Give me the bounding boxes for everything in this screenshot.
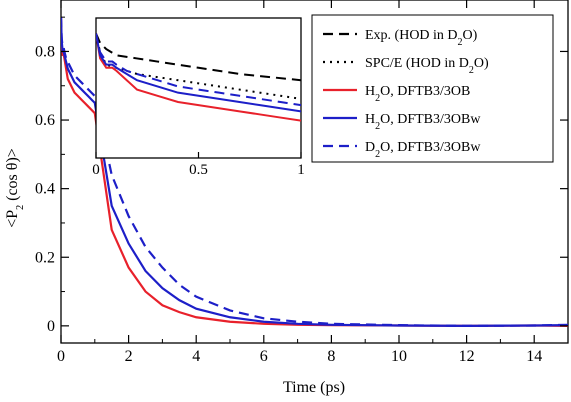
series-line-4 bbox=[61, 17, 568, 327]
inset-series-line-4 bbox=[96, 33, 301, 107]
legend-box bbox=[311, 14, 554, 163]
x-axis: 0 2 4 6 8 10 12 14 bbox=[57, 0, 542, 365]
inset-series-group bbox=[96, 33, 301, 122]
x-tick-label: 0 bbox=[57, 348, 65, 365]
legend-label-2: H2O, DFTB3/3OB bbox=[365, 84, 470, 104]
y-axis-title: <P2 (cos θ)> bbox=[4, 148, 26, 228]
y-tick-label: 0 bbox=[47, 318, 55, 335]
plot-frame bbox=[60, 0, 569, 344]
inset-x-axis: 0 0.5 1 bbox=[92, 152, 305, 178]
x-tick-label: 8 bbox=[327, 348, 335, 365]
inset-x-tick-label: 0.5 bbox=[189, 162, 208, 178]
inset-plot: 0 0.5 1 bbox=[92, 17, 305, 178]
y-tick-label: 0.2 bbox=[35, 249, 55, 266]
x-tick-label: 10 bbox=[391, 348, 407, 365]
inset-x-tick-label: 1 bbox=[297, 162, 305, 178]
y-tick-label: 0.6 bbox=[35, 112, 55, 129]
legend-label-0: Exp. (HOD in D2O) bbox=[365, 28, 478, 48]
legend-label-1: SPC/E (HOD in D2O) bbox=[365, 56, 489, 76]
inset-series-line-1 bbox=[96, 33, 301, 100]
x-axis-title: Time (ps) bbox=[283, 379, 345, 396]
legend-label-3: H2O, DFTB3/3OBw bbox=[365, 112, 481, 132]
legend: Exp. (HOD in D2O) SPC/E (HOD in D2O) H2O, … bbox=[311, 14, 554, 163]
x-tick-label: 12 bbox=[459, 348, 475, 365]
inset-series-line-2 bbox=[96, 33, 301, 122]
inset-x-tick-label: 0 bbox=[92, 162, 100, 178]
x-tick-label: 6 bbox=[260, 348, 268, 365]
x-tick-label: 4 bbox=[192, 348, 200, 365]
main-series-group bbox=[61, 17, 568, 327]
x-tick-label: 14 bbox=[526, 348, 542, 365]
series-line-3 bbox=[61, 17, 568, 327]
inset-frame bbox=[95, 17, 302, 159]
inset-series-line-0 bbox=[96, 33, 301, 82]
legend-label-4: D2O, DFTB3/3OBw bbox=[365, 140, 481, 160]
inset-series-line-3 bbox=[96, 33, 301, 113]
y-tick-label: 0.8 bbox=[35, 43, 55, 60]
y-tick-label: 0.4 bbox=[35, 181, 55, 198]
x-tick-label: 2 bbox=[125, 348, 133, 365]
y-axis: 0 0.2 0.4 0.6 0.8 bbox=[35, 16, 568, 335]
